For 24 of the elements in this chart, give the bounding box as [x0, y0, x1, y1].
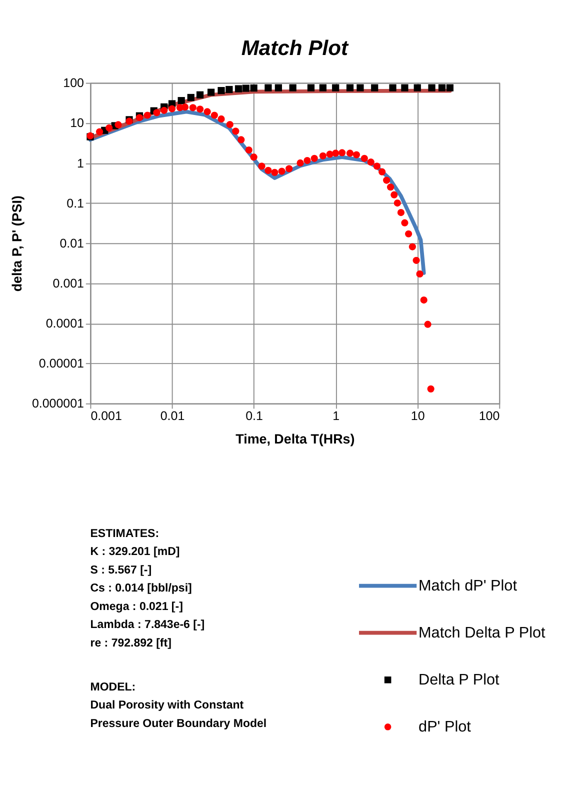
y-axis-title: delta P, P' (PSI)	[9, 195, 24, 292]
y-tick-label: 0.00001	[38, 356, 84, 371]
y-tick-label: 0.1	[66, 196, 84, 210]
y-tick-label: 0.001	[52, 276, 84, 291]
x-tick-label: 0.01	[160, 409, 185, 424]
chart-title: Match Plot	[241, 36, 350, 60]
x-tick-label: 0.001	[90, 409, 122, 424]
legend-label: Delta P Plot	[418, 672, 500, 689]
y-tick-label: 0.000001	[32, 396, 84, 411]
y-tick-label: 10	[70, 116, 84, 130]
text: MODEL: Dual Porosity with Constant Pressure Outer Boundary Model	[90, 681, 267, 730]
x-tick-label: 100	[478, 409, 500, 424]
x-tick-label: 1	[332, 409, 340, 424]
x-axis-title: Time, Delta T(HRs)	[236, 431, 355, 446]
y-tick-label: 1	[77, 156, 84, 170]
legend-label: Match Delta P Plot	[418, 624, 546, 642]
x-tick-label: 0.1	[246, 409, 264, 424]
y-tick-label: 0.01	[60, 236, 84, 250]
y-tick-label: 100	[63, 76, 84, 90]
text: ESTIMATES: K : 329.201 [mD] S : 5.567 [-] Cs : 0.014 [bbl/psi] Omega : 0.021 [-] Lambda : 7.843e-6 [-] re : 792.892 [ft]	[90, 528, 205, 650]
y-tick-label: 0.0001	[46, 316, 84, 331]
legend-label: Match dP' Plot	[418, 578, 518, 595]
legend-label: dP' Plot	[418, 718, 472, 736]
x-tick-label: 10	[410, 409, 425, 424]
